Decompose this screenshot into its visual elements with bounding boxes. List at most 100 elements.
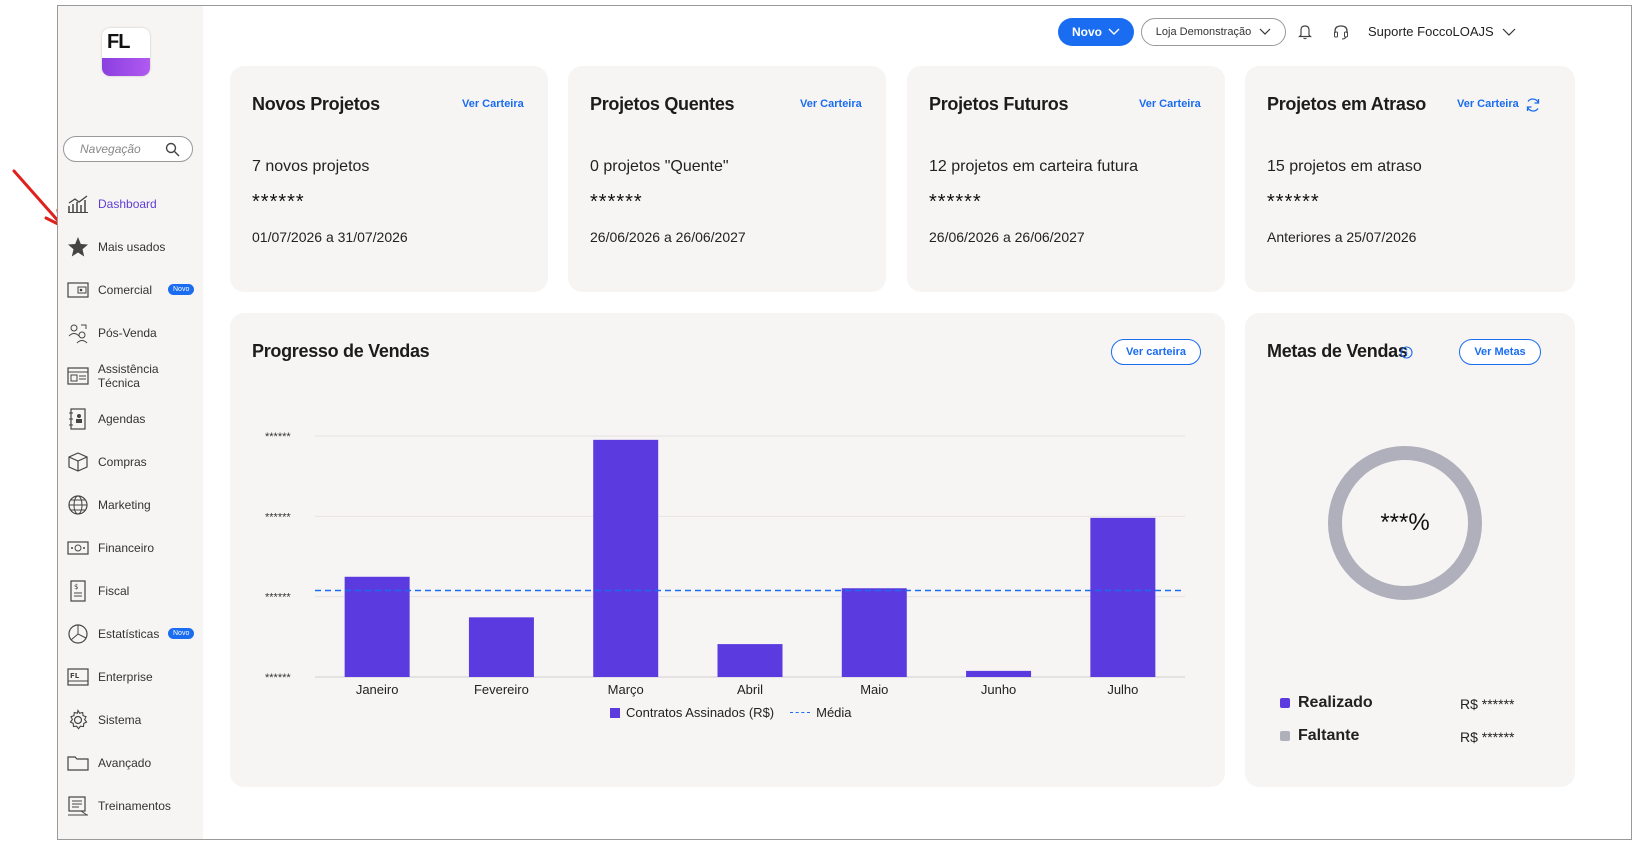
card-count: 7 novos projetos bbox=[252, 158, 370, 175]
faltante-swatch bbox=[1280, 731, 1290, 741]
y-tick-label: ****** bbox=[265, 672, 291, 684]
money-icon bbox=[66, 536, 90, 560]
sidebar: FL Navegação Dashboard Mais usados Comer… bbox=[58, 6, 203, 839]
sidebar-item-pos-venda[interactable]: Pós-Venda bbox=[58, 311, 203, 354]
card-projetos-futuros: Projetos Futuros Ver Carteira 12 projeto… bbox=[907, 66, 1225, 292]
globe-icon bbox=[66, 493, 90, 517]
legend-faltante: Faltante bbox=[1280, 727, 1359, 745]
sidebar-item-label: Mais usados bbox=[98, 239, 166, 254]
card-count: 15 projetos em atraso bbox=[1267, 158, 1422, 175]
app-window: FL Navegação Dashboard Mais usados Comer… bbox=[57, 5, 1632, 840]
card-novos-projetos: Novos Projetos Ver Carteira 7 novos proj… bbox=[230, 66, 548, 292]
goal-percent: ***% bbox=[1380, 509, 1430, 536]
x-tick-label: Abril bbox=[737, 682, 763, 697]
legend-label-media: Média bbox=[816, 705, 852, 720]
x-tick-label: Junho bbox=[981, 682, 1016, 697]
card-masked-value: ****** bbox=[590, 191, 643, 213]
bar-maio[interactable] bbox=[841, 588, 907, 677]
search-placeholder: Navegação bbox=[80, 142, 141, 156]
ver-carteira-link[interactable]: Ver Carteira bbox=[1139, 98, 1201, 110]
sidebar-item-label: Avançado bbox=[98, 755, 152, 770]
sidebar-item-label: Treinamentos bbox=[98, 798, 171, 813]
sidebar-item-enterprise[interactable]: FL Enterprise bbox=[58, 655, 203, 698]
user-name: Suporte FoccoLOAJS bbox=[1368, 24, 1494, 39]
bar-março[interactable] bbox=[593, 439, 659, 677]
metas-vendas-panel: Metas de Vendas Ver Metas ***% Realizado… bbox=[1245, 313, 1575, 787]
x-tick-label: Fevereiro bbox=[474, 682, 529, 697]
novo-button[interactable]: Novo bbox=[1058, 18, 1134, 46]
sidebar-item-dashboard[interactable]: Dashboard bbox=[58, 182, 203, 225]
new-badge: Novo bbox=[168, 628, 195, 639]
ver-metas-button[interactable]: Ver Metas bbox=[1459, 339, 1541, 365]
card-count: 0 projetos "Quente" bbox=[590, 158, 729, 175]
donut-remaining-ring bbox=[1328, 446, 1482, 600]
bar-janeiro[interactable] bbox=[344, 576, 410, 677]
x-tick-label: Maio bbox=[860, 682, 888, 697]
sidebar-item-comercial[interactable]: Comercial Novo bbox=[58, 268, 203, 311]
star-icon bbox=[66, 235, 90, 259]
store-label: Loja Demonstração bbox=[1155, 26, 1252, 38]
info-icon[interactable] bbox=[1400, 346, 1413, 359]
legend-swatch-contratos bbox=[610, 707, 620, 718]
y-tick-label: ****** bbox=[265, 592, 291, 604]
legend-label-contratos: Contratos Assinados (R$) bbox=[626, 705, 775, 720]
bar-junho[interactable] bbox=[966, 670, 1032, 677]
store-selector[interactable]: Loja Demonstração bbox=[1141, 18, 1286, 46]
sidebar-item-label: Compras bbox=[98, 454, 147, 469]
panel-title: Metas de Vendas bbox=[1267, 341, 1408, 361]
progresso-vendas-panel: Progresso de Vendas Ver carteira ****** *… bbox=[230, 313, 1225, 787]
bar-fevereiro[interactable] bbox=[468, 617, 534, 677]
wallet-icon bbox=[66, 278, 90, 302]
app-logo[interactable]: FL bbox=[102, 28, 150, 76]
sidebar-item-sistema[interactable]: Sistema bbox=[58, 698, 203, 741]
enterprise-icon: FL bbox=[66, 665, 90, 689]
card-period: 26/06/2026 a 26/06/2027 bbox=[929, 229, 1085, 245]
x-tick-label: Janeiro bbox=[356, 682, 399, 697]
sidebar-item-label: Agendas bbox=[98, 411, 146, 426]
pie-icon bbox=[66, 622, 90, 646]
nav-search-input[interactable]: Navegação bbox=[63, 136, 193, 162]
sidebar-item-assistencia-tecnica[interactable]: Assistência Técnica bbox=[58, 354, 203, 397]
user-menu[interactable]: Suporte FoccoLOAJS bbox=[1368, 24, 1516, 39]
sidebar-item-financeiro[interactable]: Financeiro bbox=[58, 526, 203, 569]
bar-julho[interactable] bbox=[1090, 517, 1156, 677]
bell-icon[interactable] bbox=[1298, 24, 1312, 40]
bar-abril[interactable] bbox=[717, 644, 783, 677]
legend-realizado: Realizado bbox=[1280, 694, 1373, 712]
sidebar-item-label: Marketing bbox=[98, 497, 151, 512]
faltante-value: R$ ****** bbox=[1460, 729, 1515, 745]
card-title: Projetos em Atraso bbox=[1267, 94, 1426, 114]
topbar: Novo Loja Demonstração Suporte FoccoLOAJ… bbox=[1058, 18, 1628, 46]
ver-carteira-link[interactable]: Ver Carteira bbox=[462, 98, 524, 110]
sidebar-item-label: Assistência Técnica bbox=[97, 361, 159, 390]
agenda-icon bbox=[66, 407, 90, 431]
card-period: 26/06/2026 a 26/06/2027 bbox=[590, 229, 746, 245]
sales-bar-chart: ****** ****** ****** ****** Janeiro Fevereiro… bbox=[265, 431, 1185, 697]
realizado-swatch bbox=[1280, 698, 1290, 708]
sidebar-item-fiscal[interactable]: $ Fiscal bbox=[58, 569, 203, 612]
card-count: 12 projetos em carteira futura bbox=[929, 158, 1138, 175]
sidebar-item-label: Dashboard bbox=[98, 196, 157, 211]
y-tick-label: ****** bbox=[265, 431, 291, 443]
ver-carteira-link[interactable]: Ver Carteira bbox=[800, 98, 862, 110]
sidebar-item-mais-usados[interactable]: Mais usados bbox=[58, 225, 203, 268]
novo-label: Novo bbox=[1072, 25, 1102, 39]
logo-text: FL bbox=[107, 31, 130, 53]
ver-carteira-link[interactable]: Ver Carteira bbox=[1457, 98, 1519, 110]
sidebar-item-compras[interactable]: Compras bbox=[58, 440, 203, 483]
logo-band bbox=[102, 58, 150, 76]
sidebar-item-estatisticas[interactable]: Estatísticas Novo bbox=[58, 612, 203, 655]
card-projetos-em-atraso: Projetos em Atraso Ver Carteira 15 proje… bbox=[1245, 66, 1575, 292]
ver-carteira-button[interactable]: Ver carteira bbox=[1111, 339, 1201, 365]
folder-icon bbox=[66, 751, 90, 775]
chart-icon bbox=[66, 192, 90, 216]
sidebar-item-avancado[interactable]: Avançado bbox=[58, 741, 203, 784]
refresh-icon[interactable] bbox=[1525, 97, 1541, 113]
headset-icon[interactable] bbox=[1333, 24, 1349, 40]
sidebar-item-agendas[interactable]: Agendas bbox=[58, 397, 203, 440]
legend-swatch-media bbox=[790, 712, 811, 713]
panel-title: Progresso de Vendas bbox=[252, 341, 430, 361]
sidebar-item-marketing[interactable]: Marketing bbox=[58, 483, 203, 526]
x-tick-label: Março bbox=[608, 682, 644, 697]
sidebar-item-treinamentos[interactable]: Treinamentos bbox=[58, 784, 203, 827]
